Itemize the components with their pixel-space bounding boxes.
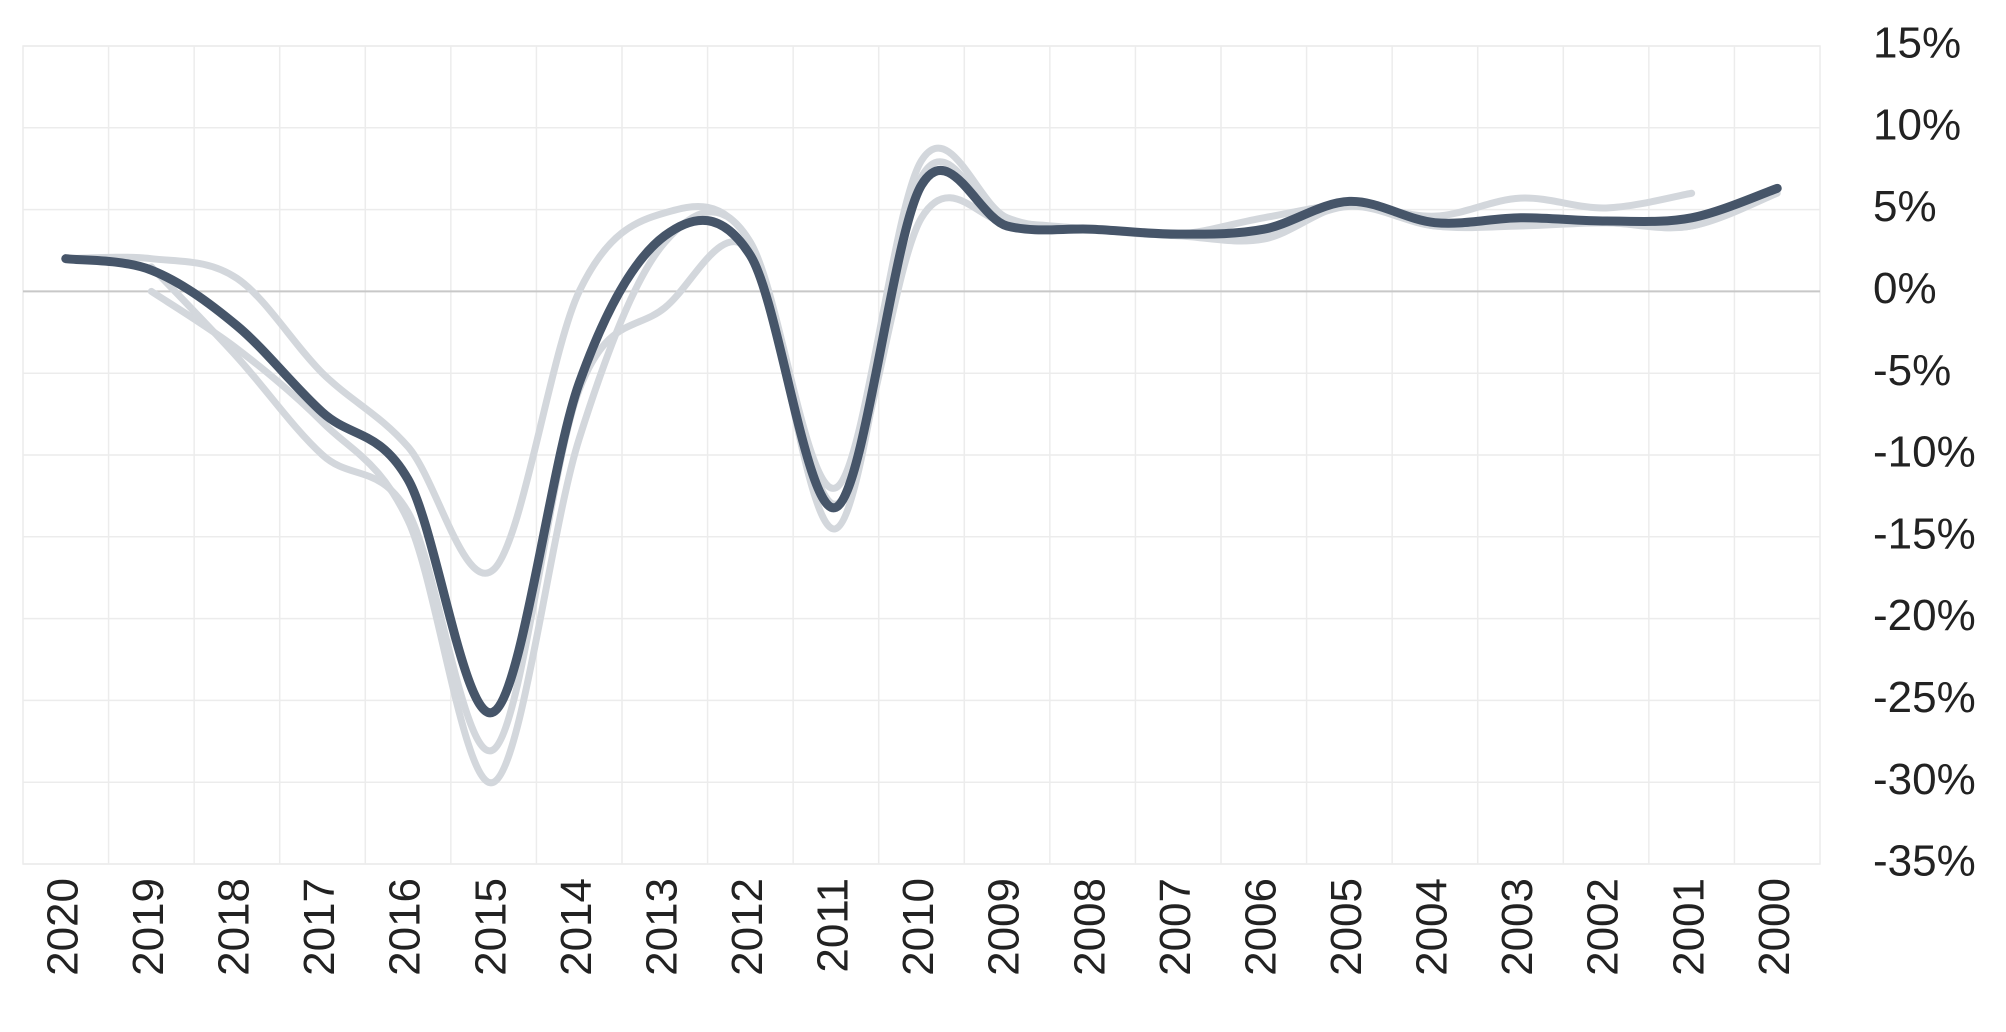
- x-tick-label: 2013: [637, 878, 686, 976]
- x-tick-label: 2003: [1493, 878, 1542, 976]
- x-tick-label: 2016: [381, 878, 430, 976]
- y-tick-label: -5%: [1873, 346, 1951, 395]
- y-tick-label: -30%: [1873, 755, 1976, 804]
- x-tick-label: 2015: [466, 878, 515, 976]
- y-tick-label: -20%: [1873, 591, 1976, 640]
- y-tick-label: -15%: [1873, 509, 1976, 558]
- y-tick-label: -35%: [1873, 837, 1976, 886]
- x-tick-label: 2010: [894, 878, 943, 976]
- x-tick-label: 2005: [1322, 878, 1371, 976]
- x-tick-label: 2011: [809, 878, 858, 973]
- x-tick-label: 2018: [210, 878, 259, 976]
- x-tick-label: 2006: [1236, 878, 1285, 976]
- y-tick-label: 15%: [1873, 19, 1961, 68]
- y-tick-label: 5%: [1873, 182, 1937, 231]
- x-tick-label: 2020: [38, 878, 87, 976]
- x-tick-label: 2014: [552, 878, 601, 976]
- x-tick-label: 2008: [1065, 878, 1114, 976]
- x-tick-label: 2017: [295, 878, 344, 976]
- x-tick-label: 2002: [1579, 878, 1628, 976]
- x-tick-label: 2007: [1151, 878, 1200, 976]
- x-tick-label: 2004: [1408, 878, 1457, 976]
- y-tick-label: -25%: [1873, 673, 1976, 722]
- y-tick-label: 0%: [1873, 264, 1937, 313]
- x-tick-label: 2000: [1750, 878, 1799, 976]
- y-tick-label: -10%: [1873, 428, 1976, 477]
- x-tick-label: 2001: [1664, 878, 1713, 976]
- x-tick-label: 2009: [980, 878, 1029, 976]
- x-tick-label: 2019: [124, 878, 173, 976]
- y-tick-label: 10%: [1873, 100, 1961, 149]
- series-line: [61, 166, 1782, 718]
- x-tick-label: 2012: [723, 878, 772, 976]
